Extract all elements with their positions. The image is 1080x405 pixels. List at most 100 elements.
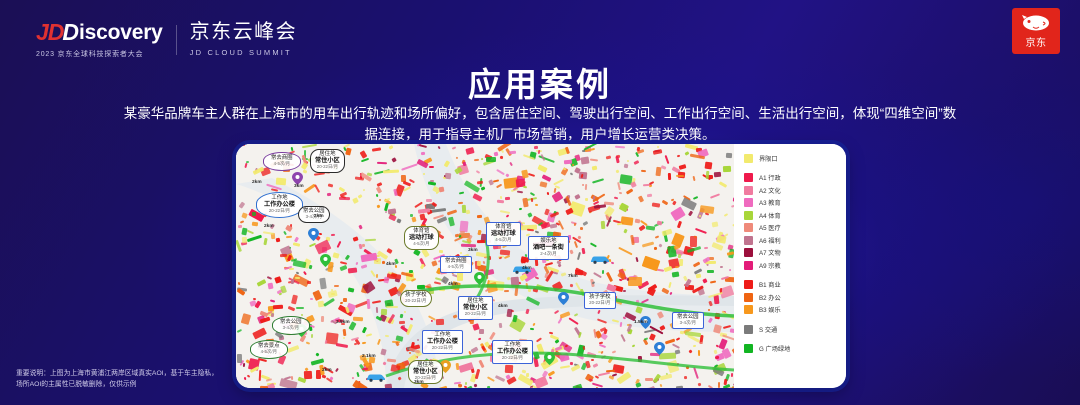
map-callout[interactable]: 体育馆 运动打球 4-5次/月 [404,226,439,250]
distance-label: 3km [294,184,304,189]
callout-b1: 工作地 [434,332,451,338]
distance-label: 4km [498,304,508,309]
legend-item-label: 界限口 [759,155,778,163]
map-callout[interactable]: 常去商圈 4-5次/月 [263,152,301,171]
legend-item[interactable]: A4 体育 [744,209,842,222]
jd-logo-text: 京东 [1025,37,1047,49]
callout-b1: 孩子学校 [405,292,427,298]
legend-item[interactable]: A7 文物 [744,247,842,260]
legend-item[interactable]: B3 娱乐 [744,304,842,317]
legend-item-label: G 广场绿地 [759,346,791,354]
map-pin-marker[interactable] [640,316,651,329]
map-pin-marker[interactable] [292,172,303,185]
callout-b3: 20-22日/月 [589,300,611,306]
callout-b1: 工作地 [271,195,288,201]
map-callout[interactable]: 孩子学校 20-22日/月 [400,290,432,307]
jdd-logo-subtitle: 2023 京东全球科技探索者大会 [36,51,144,58]
legend-item[interactable]: G 广场绿地 [744,343,842,356]
callout-b1: 常去商圈 [271,155,293,161]
legend-item[interactable]: A2 文化 [744,184,842,197]
legend-color-swatch [744,305,753,315]
map-callout[interactable]: 常去景点 4-5次/月 [250,340,288,359]
jd-logo-badge: 京东 [1012,8,1060,54]
legend-item[interactable]: A3 教育 [744,197,842,210]
map-callout[interactable]: 常去公园 3-4次/月 [298,206,330,223]
legend-item[interactable]: 界限口 [744,152,842,165]
map-pin-marker[interactable] [654,342,665,355]
legend-group: S 交通 [744,323,842,336]
map-callout[interactable]: 居住地 常住小区 20-22日/月 [458,296,493,320]
legend-item[interactable]: A6 福利 [744,234,842,247]
legend-item[interactable]: A5 医疗 [744,222,842,235]
map-pin-marker[interactable] [308,228,319,241]
distance-label: 4km [386,262,396,267]
legend-color-swatch [744,344,753,354]
legend-color-swatch [744,210,753,220]
logo-divider [175,24,177,55]
distance-label: 1.5km [634,320,648,325]
aoi-map[interactable]: 常去商圈 4-5次/月 居住地 常住小区 20-22日/月 工作地 工作办公楼 20-22日/… [236,144,734,388]
legend-item-label: A2 文化 [759,187,781,195]
callout-b2: 常住小区 [315,157,340,165]
page-header: JD D iscovery 2023 京东全球科技探索者大会 京东云峰会 JD … [0,0,1080,62]
callout-b3: 20-22日/月 [414,375,436,381]
legend-item[interactable]: A1 行政 [744,172,842,185]
map-callout[interactable]: 孩子学校 20-22日/月 [584,292,616,309]
callout-b3: 20-22日/月 [268,208,291,214]
jdd-wordmark: JD D iscovery [36,20,163,45]
callout-b1: 体育馆 [495,224,512,230]
map-callout[interactable]: 工作地 工作办公楼 20-22日/月 [422,330,463,354]
callout-b1: 居住地 [319,151,336,157]
callout-b3: 3-4次/月 [305,214,322,220]
legend-item[interactable]: B1 商业 [744,279,842,292]
map-callout[interactable]: 工作地 工作办公楼 20-22日/月 [256,192,303,218]
callout-b1: 常去公园 [280,319,302,325]
legend-item-label: A5 医疗 [759,225,781,233]
aoi-polygon-layer [236,144,734,388]
distance-label: 4km [448,282,458,287]
map-callout[interactable]: 居住地 常住小区 20-22日/月 [310,149,345,173]
map-callout[interactable]: 常去商圈 4-5次/月 [440,256,472,273]
jdd-logo-right: 京东云峰会 JD CLOUD SUMMIT [190,20,298,57]
callout-b2: 运动打球 [491,230,516,238]
legend-item-label: A9 宗教 [759,262,781,270]
legend-group: 界限口 [744,152,842,165]
aoi-polygon [386,306,398,308]
map-pin-marker[interactable] [440,360,451,373]
footnote-line-2: 场所AOI的主属性已脱敏删除，仅供示例 [16,381,137,389]
map-legend: 界限口 A1 行政 A2 文化 A3 教育 A4 体育 A5 医疗 A6 福利 A7 文物 A9… [734,144,846,388]
legend-item[interactable]: A9 宗教 [744,259,842,272]
distance-label: 4km [522,266,532,271]
callout-b2: 工作办公楼 [427,338,458,346]
legend-item[interactable]: S 交通 [744,323,842,336]
map-callout[interactable]: 工作地 工作办公楼 20-22日/月 [492,340,533,364]
map-callout[interactable]: 常去公园 3-4次/月 [272,316,310,335]
callout-b3: 20-22日/月 [501,355,524,361]
map-callout[interactable]: 娱乐地 酒吧一条街 2-4次/月 [528,236,569,260]
map-pin-marker[interactable] [544,352,555,365]
jdd-logo-left: JD D iscovery 2023 京东全球科技探索者大会 [36,20,163,59]
legend-color-swatch [744,153,753,163]
legend-item[interactable]: B2 办公 [744,291,842,304]
legend-group: B1 商业 B2 办公 B3 娱乐 [744,279,842,317]
legend-color-swatch [744,223,753,233]
distance-label: 2.1km [362,354,376,359]
map-callout[interactable]: 体育馆 运动打球 4-5次/月 [486,222,521,246]
legend-item-label: B3 娱乐 [759,307,781,315]
map-callout[interactable]: 居住地 常住小区 20-22日/月 [408,360,443,384]
jdd-logo: JD D iscovery 2023 京东全球科技探索者大会 京东云峰会 JD … [36,20,297,59]
map-pin-marker[interactable] [558,292,569,305]
jdd-logo-iscovery-text: iscovery [79,21,163,44]
legend-item-label: A1 行政 [759,175,781,183]
callout-b2: 工作办公楼 [497,348,528,356]
legend-color-swatch [744,260,753,270]
summit-name-cn: 京东云峰会 [189,21,298,43]
map-pin-marker[interactable] [474,272,485,285]
map-card: 常去商圈 4-5次/月 居住地 常住小区 20-22日/月 工作地 工作办公楼 20-22日/… [236,144,846,388]
footnote-line-1: 重要说明：上图为上海市黄浦江两岸区域真实AOI，基于车主隐私， [16,369,219,377]
map-pin-marker[interactable] [320,254,331,267]
callout-b2: 酒吧一条街 [533,244,564,252]
callout-b3: 4-5次/月 [260,349,277,355]
distance-label: 3.5km [336,320,350,325]
map-callout[interactable]: 常去公园 3-4次/月 [672,312,704,329]
